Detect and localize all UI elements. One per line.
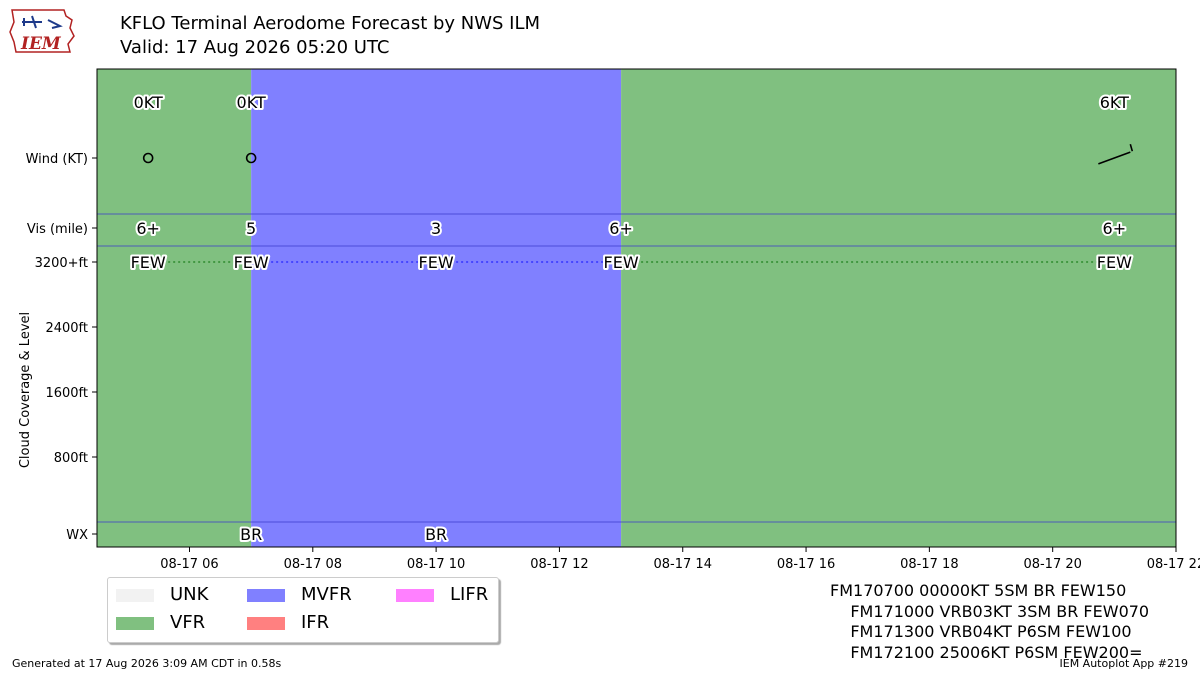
visibility-label: 6+: [609, 219, 633, 238]
legend-swatch: [116, 588, 154, 602]
raw-taf-line: FM172100 25006KT P6SM FEW200=: [830, 642, 1143, 662]
legend-item-lifr: LIFR: [396, 584, 488, 605]
cloud-coverage-label: FEW: [131, 253, 166, 272]
airplane-icon: [22, 15, 63, 29]
weather-label: BR: [240, 525, 262, 544]
category-band-vfr: [97, 69, 252, 547]
raw-taf-line: FM170700 00000KT 5SM BR FEW150: [830, 581, 1127, 600]
legend-swatch: [116, 616, 154, 630]
visibility-label: 6+: [136, 219, 160, 238]
legend: UNK VFR MVFR IFR LIFR: [107, 577, 499, 643]
chart-title: KFLO Terminal Aerodome Forecast by NWS I…: [120, 13, 541, 34]
y-tick-label: 2400ft: [45, 321, 88, 336]
x-tick-label: 08-17 12: [530, 557, 588, 572]
category-band-mvfr: [251, 69, 622, 547]
visibility-label: 6+: [1103, 219, 1127, 238]
x-tick-label: 08-17 06: [160, 557, 218, 572]
calm-wind-marker: [245, 152, 257, 164]
app-footer: IEM Autoplot App #219: [1059, 657, 1189, 670]
x-tick-label: 08-17 16: [777, 557, 835, 572]
wind-speed-label: 6KT: [1100, 93, 1129, 112]
x-tick-label: 08-17 18: [900, 557, 958, 572]
legend-label: LIFR: [450, 584, 489, 605]
legend-label: MVFR: [301, 584, 352, 605]
logo-text: IEM: [20, 34, 62, 54]
calm-wind-marker: [142, 152, 154, 164]
x-tick-label: 08-17 10: [407, 557, 465, 572]
visibility-label: 3: [431, 219, 441, 238]
weather-label: BR: [425, 525, 447, 544]
raw-taf-line: FM171300 VRB04KT P6SM FEW100: [830, 622, 1132, 641]
x-tick-label: 08-17 08: [284, 557, 342, 572]
wind-barb-flag: [1129, 143, 1134, 152]
generated-footer: Generated at 17 Aug 2026 3:09 AM CDT in …: [12, 657, 282, 670]
y-tick-label: 3200+ft: [35, 256, 88, 271]
x-tick-label: 08-17 14: [654, 557, 712, 572]
y-tick-label: Vis (mile): [27, 222, 88, 237]
legend-label: UNK: [170, 584, 209, 605]
cloud-coverage-label: FEW: [604, 253, 639, 272]
cloud-coverage-label: FEW: [419, 253, 454, 272]
legend-label: VFR: [170, 612, 206, 633]
legend-label: IFR: [301, 612, 330, 633]
wind-speed-label: 0KT: [237, 93, 266, 112]
legend-swatch: [247, 616, 285, 630]
y-tick-label: 800ft: [54, 451, 88, 466]
legend-item-ifr: IFR: [247, 612, 329, 633]
chart-valid-time: Valid: 17 Aug 2026 05:20 UTC: [120, 37, 390, 58]
plot-frame: [96, 68, 1177, 548]
wind-barb-shaft: [1098, 151, 1131, 165]
raw-taf-text: FM170700 00000KT 5SM BR FEW150 FM171000 …: [830, 581, 1149, 663]
y-tick-label: 1600ft: [45, 386, 88, 401]
legend-item-unk: UNK: [116, 584, 208, 605]
y-axis-title: Cloud Coverage & Level: [18, 312, 33, 468]
cloud-coverage-label: FEW: [234, 253, 269, 272]
y-tick-label: Wind (KT): [26, 152, 88, 167]
iem-logo: IEM: [9, 9, 75, 54]
raw-taf-line: FM171000 VRB03KT 3SM BR FEW070: [830, 601, 1150, 621]
visibility-label: 5: [246, 219, 256, 238]
wind-speed-label: 0KT: [134, 93, 163, 112]
category-band-vfr: [621, 69, 1176, 547]
legend-item-mvfr: MVFR: [247, 584, 352, 605]
legend-swatch: [396, 588, 434, 602]
x-tick-label: 08-17 20: [1023, 557, 1081, 572]
legend-swatch: [247, 588, 285, 602]
cloud-coverage-label: FEW: [1097, 253, 1132, 272]
legend-item-vfr: VFR: [116, 612, 205, 633]
x-tick-label: 08-17 22: [1147, 557, 1200, 572]
y-tick-label: WX: [66, 528, 88, 543]
